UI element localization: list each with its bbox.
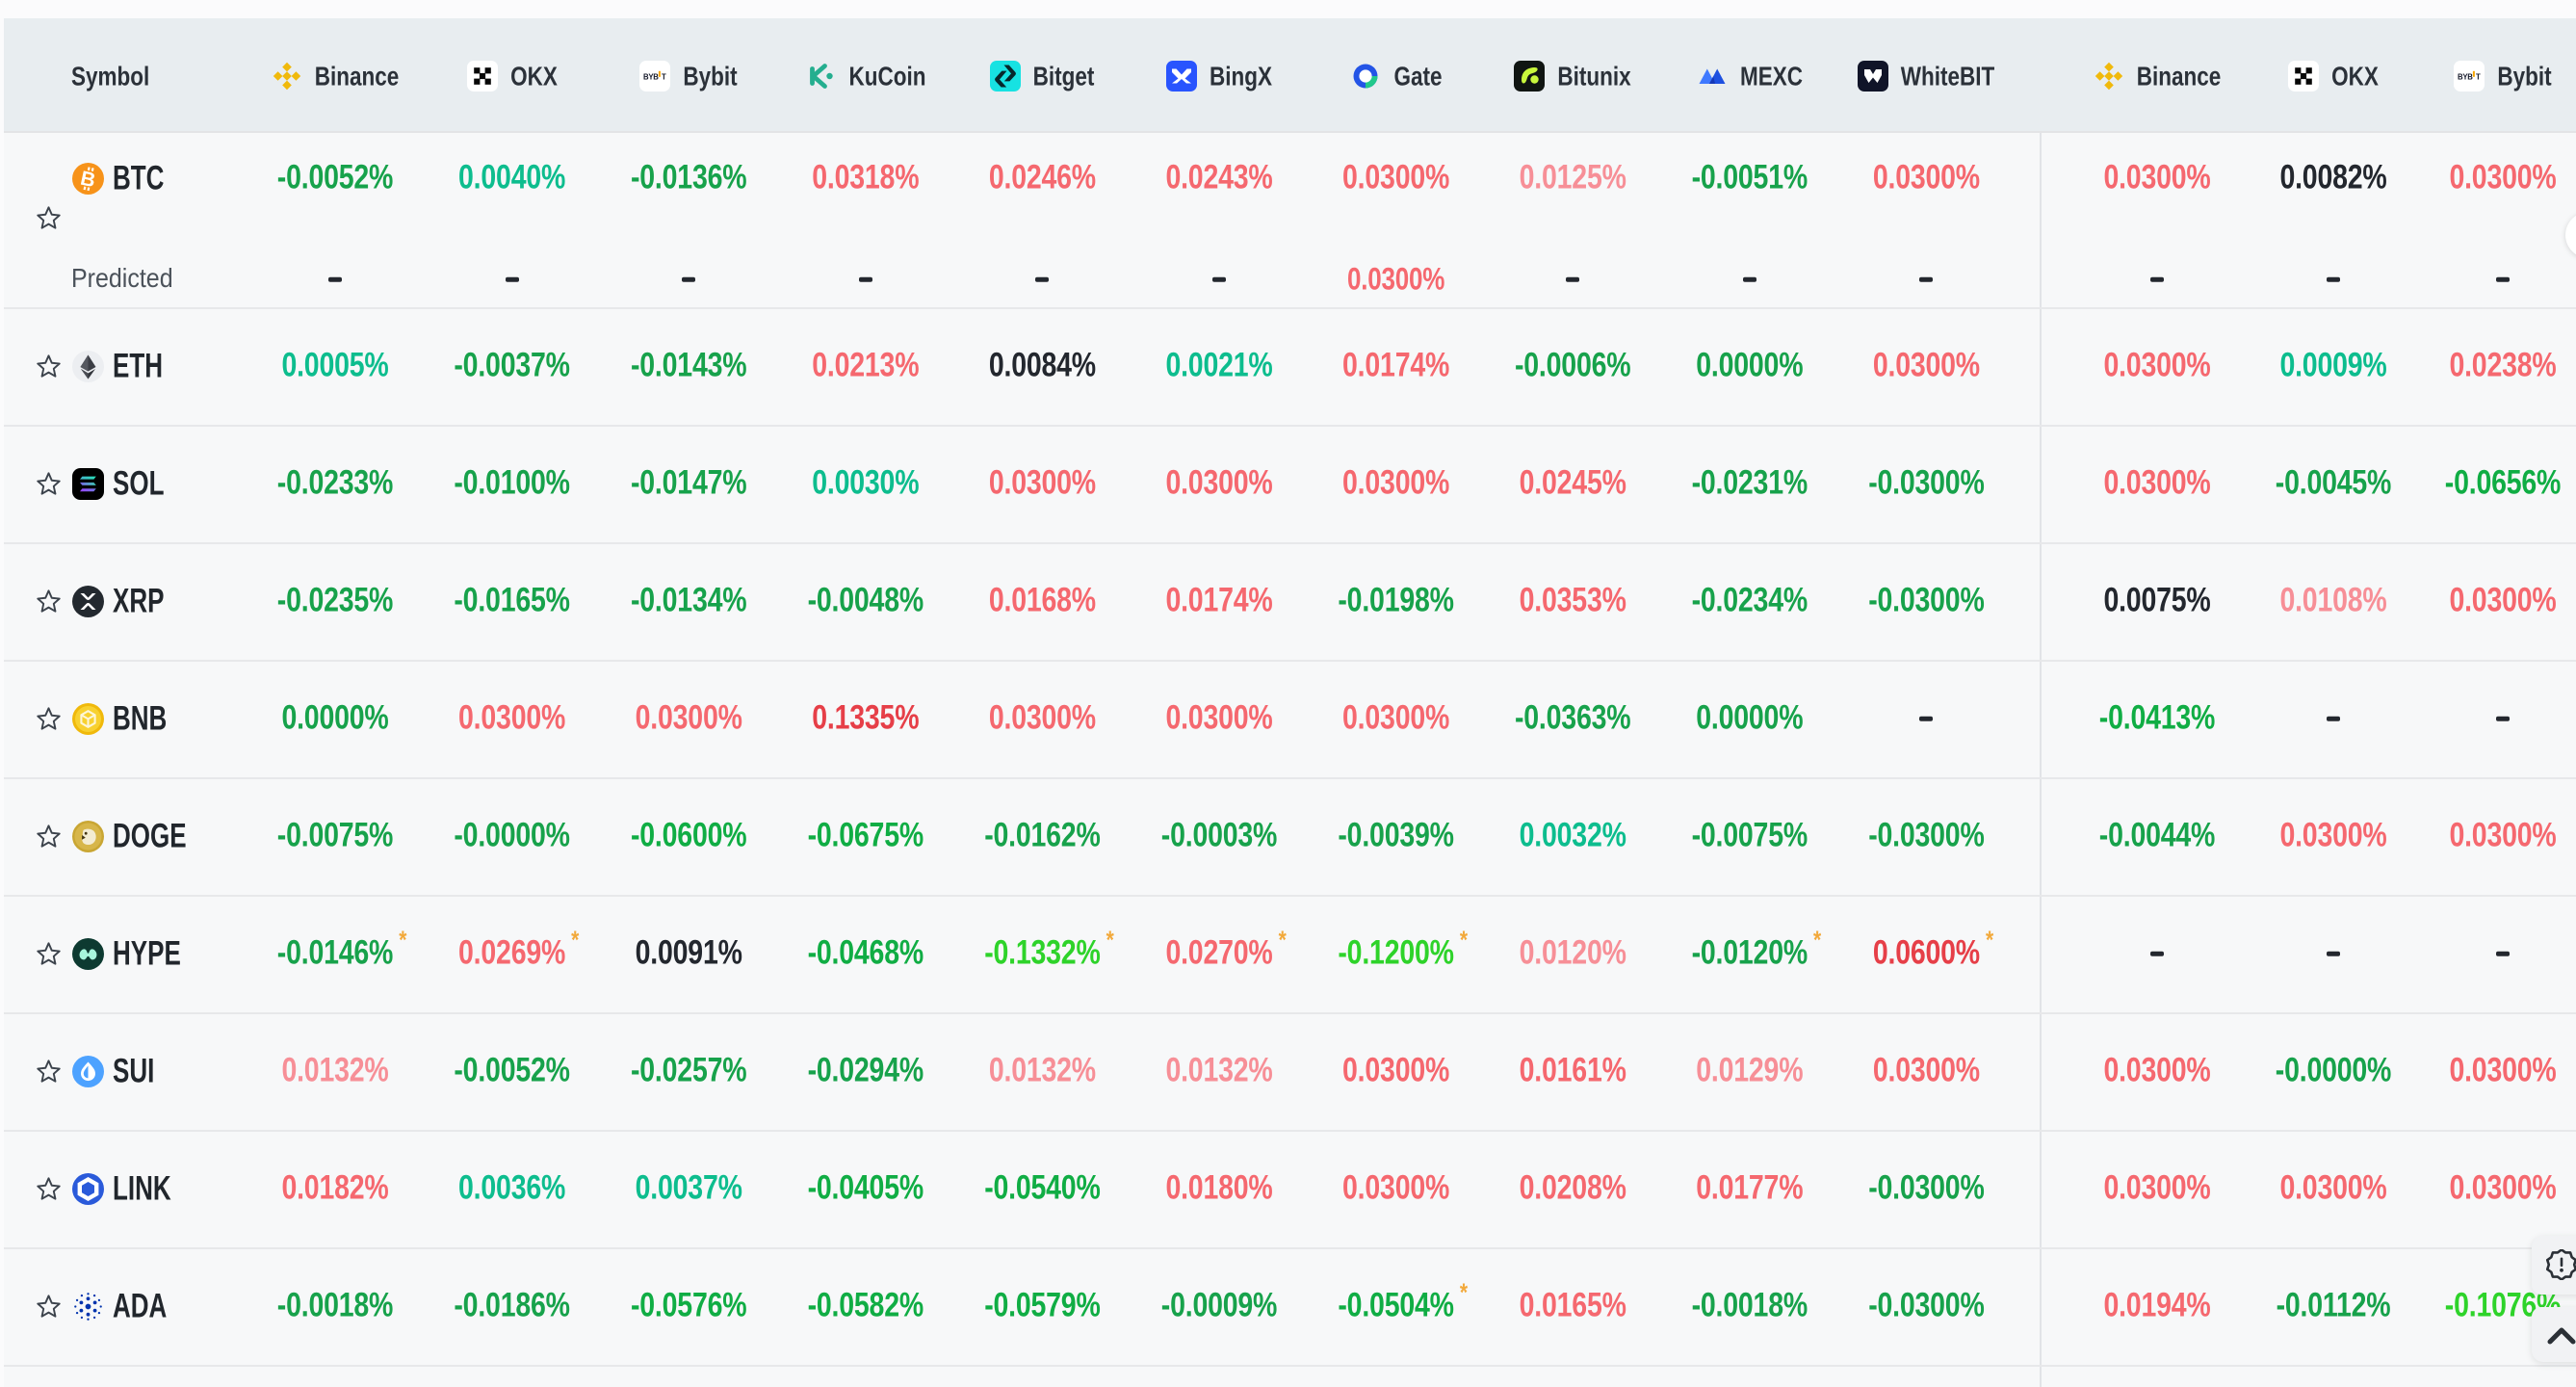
svg-text:B: B bbox=[78, 167, 97, 192]
svg-text:BYB: BYB bbox=[643, 72, 659, 81]
svg-text:BYB: BYB bbox=[2458, 72, 2473, 81]
svg-text:T: T bbox=[2476, 72, 2481, 81]
svg-text:T: T bbox=[662, 72, 666, 81]
